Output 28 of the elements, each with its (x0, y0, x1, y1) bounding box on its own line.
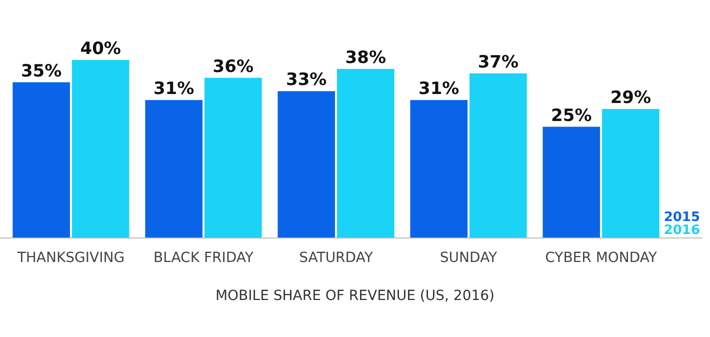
bar (337, 68, 394, 238)
data-label: 37% (478, 52, 519, 72)
bar (12, 82, 70, 238)
text: MOBILE SHARE OF REVENUE (US, 2016) (215, 288, 495, 304)
data-label: 29% (610, 88, 652, 108)
data-label: 36% (212, 56, 254, 77)
data-label: 31% (153, 79, 194, 100)
data-label: 31% (418, 79, 460, 100)
x-tick-label: SATURDAY (299, 250, 374, 266)
bar (204, 78, 262, 238)
bar (72, 60, 130, 238)
x-tick-label: THANKSGIVING (16, 250, 125, 266)
data-label: 40% (80, 39, 121, 59)
bar (542, 126, 600, 238)
series-label: 2016 (664, 223, 700, 238)
data-label: 25% (551, 106, 592, 126)
bar (602, 108, 660, 238)
bar (278, 91, 335, 238)
bar (145, 100, 202, 238)
data-label: 35% (20, 61, 62, 82)
bar (410, 100, 468, 238)
text: 2015 (664, 210, 700, 225)
bar (470, 73, 527, 238)
data-label: 33% (286, 70, 327, 90)
x-tick-label: BLACK FRIDAY (154, 250, 254, 266)
data-label: 38% (345, 48, 386, 68)
x-tick-label: CYBER MONDAY (545, 250, 658, 266)
x-tick-label: SUNDAY (440, 250, 498, 266)
